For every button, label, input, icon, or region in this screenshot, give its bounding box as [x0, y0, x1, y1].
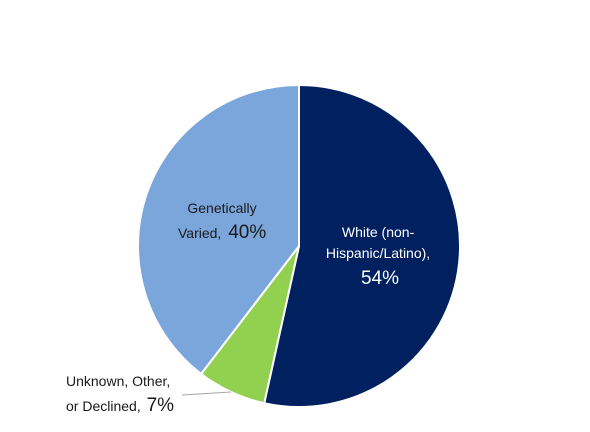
genetically-varied-label-line-1: Genetically [187, 200, 256, 216]
genetically-varied-slice [137, 83, 300, 376]
white-slice-label-line-2: Hispanic/Latino), [326, 245, 430, 261]
genetically-varied-slice-percent: 40% [228, 222, 266, 243]
unknown-other-declined-label-line-2-group: or Declined, 7% [66, 395, 174, 416]
unknown-other-declined-leader-line [181, 391, 232, 396]
unknown-other-declined-label-line-2: or Declined, [66, 398, 141, 414]
genetically-varied-label-line-2: Varied, [178, 225, 221, 241]
white-slice-label-line-1: White (non- [342, 224, 415, 240]
white-slice-label: White (non- Hispanic/Latino), 54% [326, 224, 434, 289]
pie-slices [137, 83, 461, 408]
unknown-other-declined-label-line-1: Unknown, Other, [66, 373, 170, 389]
white-slice [263, 83, 461, 408]
unknown-other-declined-slice-percent: 7% [147, 395, 175, 416]
genetically-varied-label-line-2-group: Varied, 40% [178, 222, 266, 243]
white-slice-percent: 54% [361, 268, 399, 289]
genetically-varied-slice-label: Genetically [187, 200, 256, 216]
